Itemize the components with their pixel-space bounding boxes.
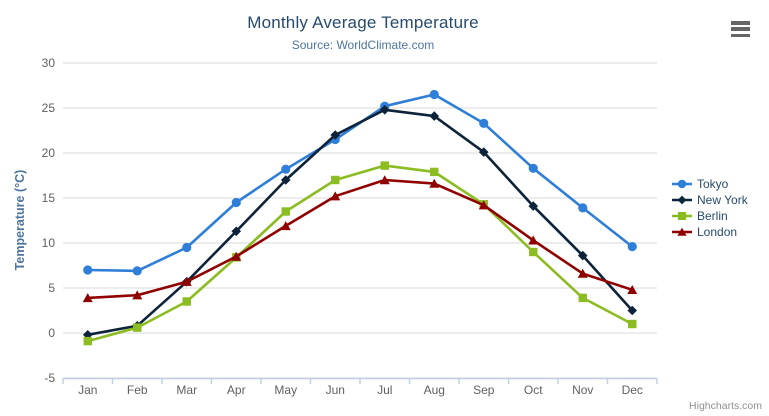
chart-title: Monthly Average Temperature (247, 13, 479, 32)
legend-item-new-york[interactable]: New York (672, 193, 748, 207)
data-point-new-york[interactable] (577, 250, 588, 261)
x-axis-label: Nov (572, 383, 593, 397)
data-point-berlin[interactable] (430, 167, 439, 177)
data-point-london[interactable] (627, 285, 638, 294)
data-point-new-york[interactable] (330, 130, 341, 140)
data-point-tokyo[interactable] (627, 242, 637, 252)
data-point-tokyo[interactable] (429, 89, 439, 100)
y-axis-label: 15 (42, 191, 56, 205)
data-point-new-york[interactable] (280, 175, 291, 185)
x-axis-label: Jan (78, 383, 97, 397)
x-axis-label: Aug (424, 383, 445, 397)
x-axis-label: Oct (524, 383, 543, 397)
hamburger-icon[interactable] (731, 21, 753, 37)
data-point-berlin[interactable] (182, 297, 191, 306)
chart-subtitle: Source: WorldClimate.com (291, 38, 435, 52)
data-point-london[interactable] (429, 178, 440, 188)
data-point-london[interactable] (280, 221, 291, 231)
legend-item-london[interactable]: London (672, 225, 748, 239)
axis-labels: -5 0 5 10 15 20 25 30 Jan Feb Mar Apr May Jun Jul Aug Se… (42, 56, 643, 397)
data-point-berlin[interactable] (133, 323, 142, 332)
data-point-tokyo[interactable] (578, 203, 588, 213)
data-point-london[interactable] (181, 276, 192, 286)
series-new-york[interactable] (82, 105, 638, 340)
legend-item-tokyo[interactable]: Tokyo (672, 177, 748, 191)
legend-symbol (677, 227, 687, 236)
data-point-tokyo[interactable] (479, 118, 489, 128)
data-point-new-york[interactable] (627, 305, 638, 316)
legend-label: London (697, 225, 738, 239)
x-axis-label: Dec (622, 383, 643, 397)
data-point-tokyo[interactable] (281, 164, 291, 174)
data-point-london[interactable] (379, 175, 390, 185)
x-axis-label: Apr (227, 383, 246, 397)
y-axis-label: 30 (42, 56, 56, 70)
legend-label: Tokyo (697, 177, 729, 191)
data-point-berlin[interactable] (281, 207, 290, 216)
data-point-london[interactable] (231, 251, 242, 261)
legend-symbol (677, 195, 687, 205)
x-axis-label: Jul (377, 383, 392, 397)
legend-marker-circle-icon (672, 179, 692, 189)
data-point-tokyo[interactable] (231, 197, 241, 208)
data-point-new-york[interactable] (379, 105, 390, 115)
data-point-berlin[interactable] (578, 293, 587, 303)
series-london[interactable] (82, 175, 638, 303)
y-axis-label: -5 (44, 371, 55, 385)
data-point-new-york[interactable] (82, 330, 93, 340)
series-line-london (86, 178, 634, 300)
data-point-new-york[interactable] (478, 147, 489, 157)
data-point-berlin[interactable] (331, 175, 340, 185)
hamburger-bar (731, 21, 750, 25)
data-point-tokyo[interactable] (182, 242, 192, 253)
legend-marker-diamond-icon (672, 195, 692, 205)
legend-marker-square-icon (672, 212, 692, 220)
data-point-new-york[interactable] (429, 111, 440, 121)
grid-lines (63, 62, 657, 379)
legend-label: New York (697, 193, 748, 207)
data-point-london[interactable] (132, 290, 143, 300)
series-tokyo[interactable] (83, 89, 637, 276)
data-point-london[interactable] (528, 235, 539, 245)
x-axis-label: Feb (127, 383, 148, 397)
y-axis-label: 0 (48, 326, 55, 340)
data-point-tokyo[interactable] (83, 265, 93, 275)
y-axis-label: 25 (42, 101, 56, 115)
data-point-new-york[interactable] (231, 226, 242, 237)
data-point-london[interactable] (478, 200, 489, 210)
data-series[interactable] (82, 89, 638, 346)
y-axis-label: 5 (48, 281, 55, 295)
data-point-new-york[interactable] (528, 201, 539, 211)
axes (62, 377, 658, 384)
legend-marker-triangle-icon (672, 227, 692, 236)
hamburger-bar (731, 33, 750, 37)
data-point-tokyo[interactable] (132, 266, 142, 276)
legend-symbol (678, 212, 686, 220)
data-point-london[interactable] (330, 191, 341, 201)
data-point-tokyo[interactable] (528, 163, 538, 173)
y-axis-label: 20 (42, 146, 56, 160)
data-point-london[interactable] (82, 293, 93, 303)
data-point-berlin[interactable] (628, 319, 637, 329)
legend: Tokyo New York Berlin London (672, 177, 748, 239)
x-axis-label: Sep (473, 383, 495, 397)
series-line-new-york (86, 108, 634, 337)
y-axis-title: Temperature (°C) (13, 170, 27, 271)
x-axis-label: May (274, 383, 297, 397)
data-point-berlin[interactable] (83, 336, 92, 346)
legend-symbol (677, 179, 687, 189)
x-axis-label: Mar (176, 383, 197, 397)
data-point-berlin[interactable] (380, 161, 389, 170)
x-axis-label: Jun (326, 383, 345, 397)
series-line-berlin (86, 164, 634, 343)
hamburger-bar (731, 27, 750, 31)
data-point-berlin[interactable] (529, 247, 538, 257)
credits-link[interactable]: Highcharts.com (689, 400, 762, 412)
legend-label: Berlin (697, 209, 728, 223)
data-point-london[interactable] (577, 268, 588, 278)
y-axis-label: 10 (42, 236, 56, 250)
legend-item-berlin[interactable]: Berlin (672, 209, 748, 223)
